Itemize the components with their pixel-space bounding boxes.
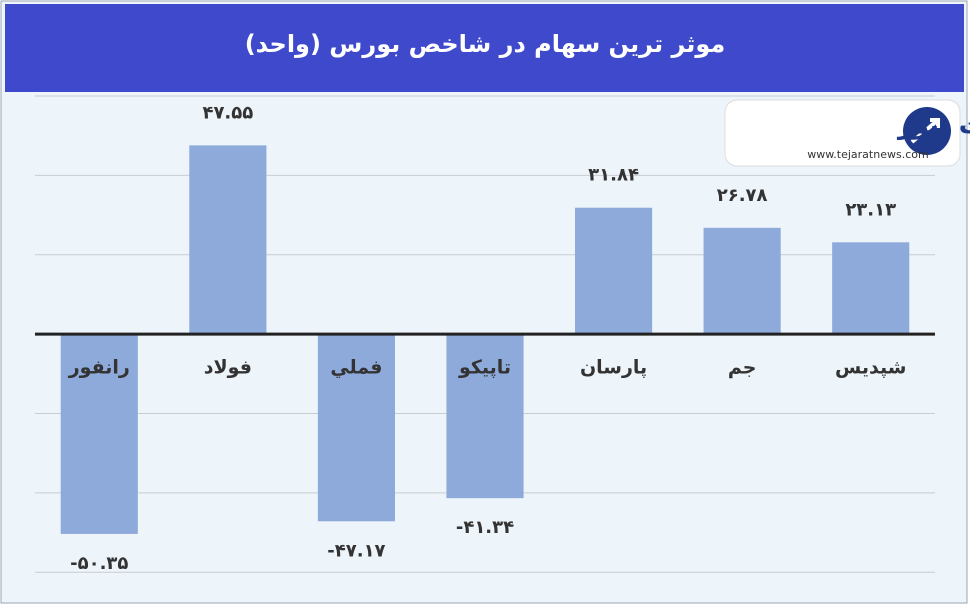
x-tick-label: پارسان xyxy=(580,357,647,379)
x-tick-label: تاپیکو xyxy=(458,357,511,379)
bar xyxy=(446,334,524,499)
data-label: -۴۱.۳۴ xyxy=(456,517,514,538)
data-label: -۵۰.۳۵ xyxy=(70,553,128,574)
x-tick-label: جم xyxy=(728,357,757,379)
x-tick-label: شپدیس xyxy=(835,357,906,379)
data-label: -۴۷.۱۷ xyxy=(327,540,385,561)
x-tick-label: فملي xyxy=(330,357,382,379)
bar xyxy=(832,242,910,335)
logo-arrow xyxy=(910,118,940,144)
data-label: ۴۷.۵۵ xyxy=(202,102,253,123)
bar xyxy=(60,334,138,534)
bar xyxy=(703,227,781,335)
data-label: ۲۳.۱۳ xyxy=(845,199,896,220)
x-tick-label: فولاد xyxy=(204,357,252,379)
bar xyxy=(575,207,653,335)
data-label: ۳۱.۸۴ xyxy=(588,165,639,186)
x-tick-label: رانفور xyxy=(68,357,130,379)
logo-name: تجارت نیوز xyxy=(896,111,970,141)
bar xyxy=(189,145,267,335)
logo-box xyxy=(724,99,961,167)
logo-url: www.tejaratnews.com xyxy=(807,148,928,161)
data-label: ۲۶.۷۸ xyxy=(717,185,768,206)
header xyxy=(5,4,964,92)
chart-title: موثر ترین سهام در شاخص بورس (واحد) xyxy=(245,30,726,58)
logo: تجارت نیوز www.tejaratnews.com xyxy=(724,99,970,167)
bar xyxy=(317,334,395,522)
